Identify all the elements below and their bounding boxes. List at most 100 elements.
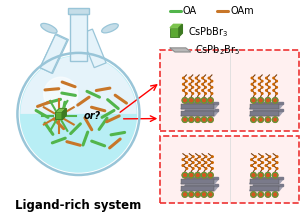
Circle shape: [276, 80, 278, 82]
Circle shape: [208, 172, 213, 178]
Polygon shape: [181, 186, 218, 191]
Polygon shape: [254, 102, 283, 104]
Circle shape: [192, 93, 194, 94]
Circle shape: [258, 165, 260, 166]
Circle shape: [258, 117, 263, 122]
Circle shape: [261, 87, 263, 88]
Bar: [250, 186, 279, 191]
Circle shape: [193, 168, 194, 169]
Text: OA: OA: [183, 5, 197, 16]
Circle shape: [199, 162, 200, 163]
Circle shape: [251, 165, 252, 166]
Circle shape: [183, 83, 184, 85]
Circle shape: [258, 98, 263, 103]
Circle shape: [212, 162, 213, 163]
Circle shape: [258, 159, 260, 160]
Circle shape: [208, 159, 209, 160]
Circle shape: [182, 165, 184, 166]
Circle shape: [276, 93, 278, 94]
Bar: [160, 50, 299, 131]
Circle shape: [265, 117, 271, 122]
Circle shape: [202, 90, 203, 91]
Bar: [40, 35, 67, 73]
Circle shape: [276, 156, 278, 157]
Circle shape: [44, 77, 78, 111]
Circle shape: [201, 98, 207, 103]
Circle shape: [186, 80, 187, 82]
Circle shape: [272, 159, 274, 160]
Circle shape: [195, 90, 197, 91]
Circle shape: [205, 80, 206, 82]
Circle shape: [195, 77, 197, 79]
Circle shape: [266, 83, 267, 85]
Circle shape: [182, 172, 188, 178]
Circle shape: [276, 162, 278, 163]
Circle shape: [182, 98, 188, 103]
Circle shape: [212, 156, 213, 157]
Bar: [40, 34, 68, 74]
Circle shape: [255, 162, 256, 163]
Circle shape: [195, 165, 196, 166]
Circle shape: [186, 168, 188, 169]
Circle shape: [258, 172, 263, 178]
Circle shape: [193, 162, 194, 163]
Circle shape: [192, 80, 194, 82]
Circle shape: [188, 98, 194, 103]
Circle shape: [266, 90, 267, 91]
Circle shape: [195, 98, 200, 103]
Text: CsPbBr$_3$: CsPbBr$_3$: [188, 25, 228, 39]
Circle shape: [268, 80, 270, 82]
Circle shape: [212, 168, 213, 169]
Circle shape: [268, 87, 270, 88]
Circle shape: [182, 117, 188, 122]
Circle shape: [202, 83, 203, 85]
Text: or?: or?: [83, 111, 100, 121]
Circle shape: [251, 117, 256, 122]
Circle shape: [251, 172, 256, 178]
Circle shape: [186, 156, 188, 157]
Circle shape: [258, 90, 260, 91]
Polygon shape: [181, 179, 218, 184]
Polygon shape: [185, 184, 218, 186]
Circle shape: [188, 172, 194, 178]
Circle shape: [272, 98, 278, 103]
Polygon shape: [179, 24, 182, 37]
Circle shape: [198, 93, 200, 94]
Polygon shape: [185, 109, 218, 111]
Circle shape: [251, 83, 253, 85]
Polygon shape: [254, 109, 283, 111]
Circle shape: [188, 192, 194, 197]
Circle shape: [273, 77, 274, 79]
Circle shape: [182, 192, 188, 197]
Circle shape: [195, 172, 200, 178]
Circle shape: [273, 90, 274, 91]
Circle shape: [193, 156, 194, 157]
Circle shape: [276, 168, 278, 169]
Circle shape: [20, 56, 136, 172]
Circle shape: [195, 159, 196, 160]
Circle shape: [251, 77, 253, 79]
Circle shape: [201, 117, 207, 122]
Circle shape: [211, 93, 213, 94]
Circle shape: [276, 87, 278, 88]
Bar: [170, 28, 179, 37]
Text: Ligand-rich system: Ligand-rich system: [15, 199, 142, 212]
Wedge shape: [20, 56, 136, 114]
Circle shape: [192, 87, 194, 88]
FancyBboxPatch shape: [68, 8, 89, 14]
Bar: [181, 186, 214, 191]
Circle shape: [266, 77, 267, 79]
Circle shape: [254, 87, 256, 88]
Circle shape: [265, 159, 267, 160]
Circle shape: [183, 77, 184, 79]
Circle shape: [198, 80, 200, 82]
Circle shape: [208, 90, 210, 91]
Circle shape: [205, 162, 207, 163]
Circle shape: [272, 192, 278, 197]
Text: OAm: OAm: [230, 5, 254, 16]
Circle shape: [186, 162, 188, 163]
Circle shape: [211, 87, 213, 88]
Circle shape: [208, 98, 213, 103]
Circle shape: [198, 87, 200, 88]
Bar: [160, 136, 299, 203]
